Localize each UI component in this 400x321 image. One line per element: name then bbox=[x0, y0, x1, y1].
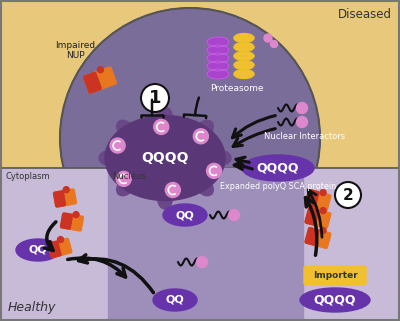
Ellipse shape bbox=[16, 239, 60, 261]
Circle shape bbox=[141, 84, 169, 112]
Text: Expanded polyQ SCA protein: Expanded polyQ SCA protein bbox=[220, 182, 336, 191]
Ellipse shape bbox=[207, 53, 229, 63]
Ellipse shape bbox=[153, 289, 197, 311]
Bar bbox=[0, 168, 400, 321]
Ellipse shape bbox=[158, 187, 172, 209]
Text: Importer: Importer bbox=[313, 271, 357, 280]
Circle shape bbox=[60, 8, 320, 268]
Ellipse shape bbox=[207, 45, 229, 55]
Text: 2: 2 bbox=[343, 187, 353, 203]
FancyBboxPatch shape bbox=[305, 190, 319, 207]
Ellipse shape bbox=[194, 120, 213, 139]
Text: QQQQ: QQQQ bbox=[257, 161, 299, 175]
Text: Diseased: Diseased bbox=[338, 8, 392, 21]
Ellipse shape bbox=[234, 60, 254, 70]
FancyBboxPatch shape bbox=[48, 239, 72, 258]
Ellipse shape bbox=[207, 69, 229, 79]
Text: QQQQ: QQQQ bbox=[141, 151, 189, 165]
Circle shape bbox=[206, 163, 222, 178]
Ellipse shape bbox=[207, 37, 229, 47]
Ellipse shape bbox=[99, 151, 121, 166]
Circle shape bbox=[63, 187, 69, 193]
Ellipse shape bbox=[194, 177, 213, 196]
Ellipse shape bbox=[234, 42, 254, 51]
FancyBboxPatch shape bbox=[305, 190, 331, 210]
Circle shape bbox=[335, 182, 361, 208]
Circle shape bbox=[264, 34, 272, 42]
Text: Proteasome: Proteasome bbox=[210, 84, 264, 93]
Circle shape bbox=[98, 67, 104, 73]
Circle shape bbox=[320, 228, 326, 234]
FancyBboxPatch shape bbox=[60, 213, 72, 229]
FancyBboxPatch shape bbox=[60, 213, 84, 231]
FancyBboxPatch shape bbox=[305, 228, 331, 248]
Circle shape bbox=[58, 237, 64, 243]
Ellipse shape bbox=[234, 33, 254, 42]
FancyBboxPatch shape bbox=[84, 67, 116, 93]
Bar bbox=[0, 168, 400, 321]
Ellipse shape bbox=[158, 107, 172, 129]
Ellipse shape bbox=[234, 51, 254, 60]
FancyBboxPatch shape bbox=[305, 228, 319, 245]
FancyBboxPatch shape bbox=[48, 241, 61, 258]
Ellipse shape bbox=[300, 288, 370, 312]
Circle shape bbox=[110, 138, 125, 153]
Text: Nuclear Interactors: Nuclear Interactors bbox=[264, 132, 346, 141]
Ellipse shape bbox=[117, 120, 136, 139]
Ellipse shape bbox=[117, 177, 136, 196]
Ellipse shape bbox=[242, 155, 314, 181]
Circle shape bbox=[228, 210, 240, 221]
FancyBboxPatch shape bbox=[54, 189, 76, 207]
Bar bbox=[108, 168, 303, 321]
Circle shape bbox=[296, 117, 308, 127]
Text: 1: 1 bbox=[149, 89, 161, 107]
Text: QQ: QQ bbox=[176, 210, 194, 220]
Text: Impaired
NUP: Impaired NUP bbox=[55, 40, 95, 60]
Ellipse shape bbox=[234, 70, 254, 79]
Circle shape bbox=[270, 40, 278, 48]
Text: Cytoplasm: Cytoplasm bbox=[5, 172, 50, 181]
Text: QQQQ: QQQQ bbox=[314, 293, 356, 307]
Text: Nucleus: Nucleus bbox=[112, 172, 146, 181]
Text: Healthy: Healthy bbox=[8, 301, 56, 314]
Circle shape bbox=[116, 171, 131, 187]
FancyBboxPatch shape bbox=[54, 191, 66, 207]
Text: QQ: QQ bbox=[166, 295, 184, 305]
Circle shape bbox=[320, 190, 326, 195]
Ellipse shape bbox=[105, 116, 225, 201]
Circle shape bbox=[320, 208, 326, 213]
Ellipse shape bbox=[207, 61, 229, 71]
Circle shape bbox=[196, 256, 208, 267]
FancyBboxPatch shape bbox=[304, 266, 366, 285]
Ellipse shape bbox=[209, 151, 231, 166]
FancyBboxPatch shape bbox=[305, 208, 331, 229]
FancyBboxPatch shape bbox=[84, 73, 101, 93]
Circle shape bbox=[73, 212, 79, 218]
Circle shape bbox=[193, 129, 208, 144]
Circle shape bbox=[165, 183, 180, 197]
Circle shape bbox=[296, 102, 308, 114]
Circle shape bbox=[154, 119, 169, 134]
Text: QQ: QQ bbox=[29, 245, 47, 255]
Ellipse shape bbox=[163, 204, 207, 226]
FancyBboxPatch shape bbox=[305, 208, 319, 225]
